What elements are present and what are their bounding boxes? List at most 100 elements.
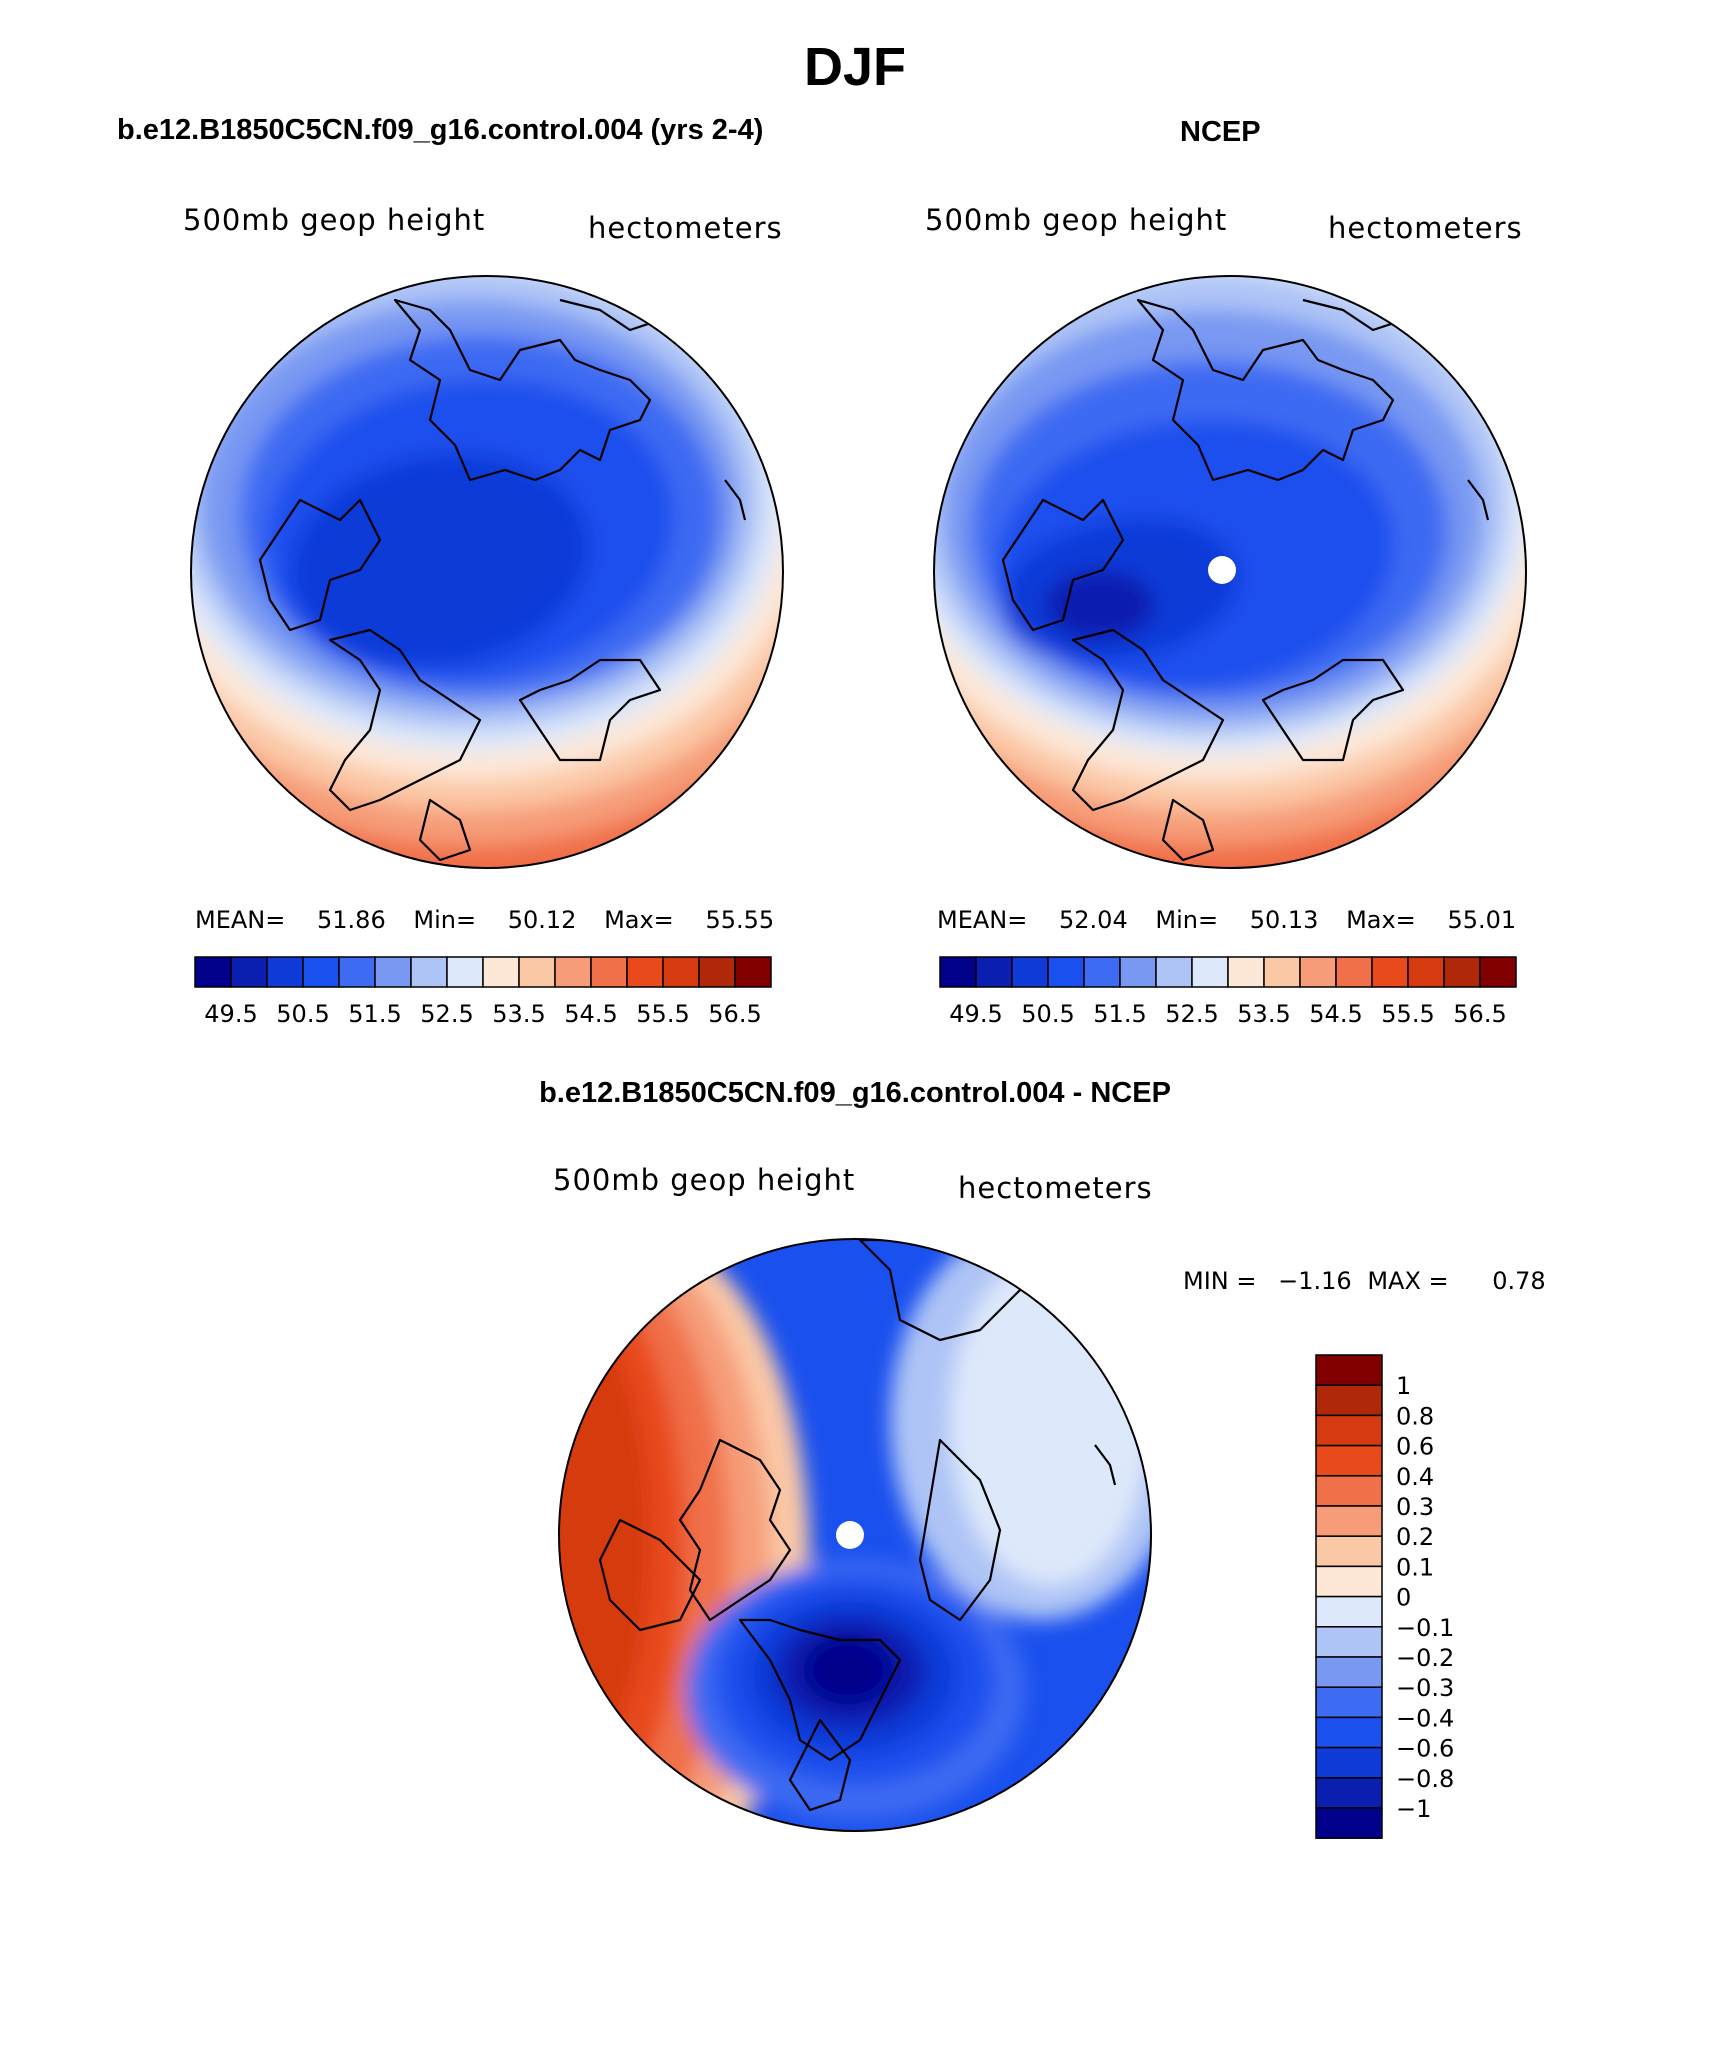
panel-c-colorbar-swatch xyxy=(1315,1505,1383,1537)
panel-b-colorbar-swatch xyxy=(1335,956,1373,988)
panel-c-colorbar-tick: −0.8 xyxy=(1396,1765,1454,1793)
panel-b-colorbar-swatch xyxy=(1371,956,1409,988)
panel-a-band-9 xyxy=(291,453,589,667)
panel-b-colorbar-swatch xyxy=(1479,956,1517,988)
panel-a-colorbar-swatch xyxy=(230,956,268,988)
panel-a-coastlines xyxy=(258,298,747,862)
panel-c-colorbar-swatch xyxy=(1315,1444,1383,1477)
panel-a-colorbar-swatch xyxy=(554,956,592,988)
panel-a-mean-label: MEAN= xyxy=(195,906,286,934)
panel-a-stats: MEAN= 51.86 Min= 50.12 Max= 55.55 xyxy=(195,906,774,934)
panel-a-min: 50.12 xyxy=(507,906,577,934)
panel-b-map-border xyxy=(933,275,1527,869)
panel-a-colorbar-swatch xyxy=(734,956,772,988)
panel-b-title: NCEP xyxy=(1180,116,1261,148)
panel-a-colorbar-tick: 55.5 xyxy=(636,1000,689,1028)
panel-b-max: 55.01 xyxy=(1447,906,1517,934)
panel-b-colorbar-swatch xyxy=(1191,956,1229,988)
panel-a-title: b.e12.B1850C5CN.f09_g16.control.004 (yrs… xyxy=(117,114,764,146)
panel-c-map-border xyxy=(558,1238,1152,1832)
panel-a-colorbar-tick: 51.5 xyxy=(348,1000,401,1028)
panel-a-max-label: Max= xyxy=(604,906,674,934)
panel-b-colorbar-tick: 55.5 xyxy=(1381,1000,1434,1028)
panel-c-colorbar-tick: 0.1 xyxy=(1396,1553,1434,1581)
panel-a-colorbar-swatch xyxy=(266,956,304,988)
panel-c-colorbar-swatch xyxy=(1315,1746,1383,1779)
panel-c-colorbar-swatch xyxy=(1315,1626,1383,1658)
panel-a-colorbar-tick: 54.5 xyxy=(564,1000,617,1028)
panel-a-colorbar-swatch xyxy=(662,956,700,988)
panel-a-colorbar: 49.5 50.5 51.5 52.5 53.5 54.5 55.5 56.5 xyxy=(194,956,772,1028)
panel-a-colorbar-swatch xyxy=(698,956,736,988)
panel-a-min-label: Min= xyxy=(413,906,477,934)
panel-b-left-label: 500mb geop height xyxy=(925,203,1228,237)
panel-c-colorbar-tick: −0.6 xyxy=(1396,1735,1454,1763)
panel-c-colorbar-tick: −0.3 xyxy=(1396,1674,1454,1702)
panel-c-colorbar-tick: −0.2 xyxy=(1396,1644,1454,1672)
panel-a-colorbar-swatch xyxy=(338,956,376,988)
panel-a-map-border xyxy=(190,275,784,869)
panel-c-title: b.e12.B1850C5CN.f09_g16.control.004 - NC… xyxy=(539,1077,1171,1109)
panel-c-colorbar-swatch xyxy=(1315,1475,1383,1507)
panel-a-colorbar-tick: 49.5 xyxy=(204,1000,257,1028)
panel-b-colorbar-swatch xyxy=(1083,956,1121,988)
panel-a-right-label: hectometers xyxy=(588,211,783,245)
panel-a-colorbar-swatch xyxy=(446,956,484,988)
panel-b-mean-label: MEAN= xyxy=(937,906,1028,934)
panel-b-colorbar-swatch xyxy=(1227,956,1265,988)
panel-c-colorbar-tick: −0.4 xyxy=(1396,1704,1454,1732)
panel-a-colorbar-swatch xyxy=(410,956,448,988)
panel-c-pole-dot xyxy=(836,1521,864,1549)
panel-a-colorbar-swatch xyxy=(302,956,340,988)
panel-a-colorbar-swatch xyxy=(518,956,556,988)
panel-c-left-label: 500mb geop height xyxy=(553,1163,856,1197)
panel-c-colorbar-swatch xyxy=(1315,1656,1383,1688)
panel-c-min: −1.16 xyxy=(1278,1267,1352,1295)
panel-c-min-label: MIN = xyxy=(1183,1267,1257,1295)
panel-a-colorbar-swatch xyxy=(194,956,232,988)
panel-b-right-label: hectometers xyxy=(1328,211,1523,245)
panel-c-colorbar-swatch xyxy=(1315,1414,1383,1447)
panel-b-colorbar-tick: 54.5 xyxy=(1309,1000,1362,1028)
panel-a-max: 55.55 xyxy=(705,906,775,934)
panel-a-left-label: 500mb geop height xyxy=(183,203,486,237)
panel-c-colorbar-swatch xyxy=(1315,1565,1383,1598)
panel-b-colorbar-swatch xyxy=(1047,956,1085,988)
panel-b-max-label: Max= xyxy=(1346,906,1416,934)
panel-b-band-10 xyxy=(1045,570,1155,640)
panel-b-colorbar-swatch xyxy=(1263,956,1301,988)
panel-b-stats: MEAN= 52.04 Min= 50.13 Max= 55.01 xyxy=(937,906,1516,934)
panel-c-colorbar: 10.8 0.60.40.30.20.1 0−0.1−0.2−0.3−0.4 −0.6… xyxy=(1315,1354,1454,1839)
panel-a-mean: 51.86 xyxy=(317,906,386,934)
panel-c-colorbar-tick: 0 xyxy=(1396,1584,1411,1612)
panel-c-right-label: hectometers xyxy=(958,1171,1153,1205)
panel-b-colorbar-tick: 56.5 xyxy=(1453,1000,1506,1028)
panel-b-colorbar-swatch xyxy=(1443,956,1481,988)
panel-b-min: 50.13 xyxy=(1249,906,1319,934)
panel-c-band-1 xyxy=(950,1255,1150,1585)
panel-a-map xyxy=(190,275,784,869)
panel-c-max: 0.78 xyxy=(1492,1267,1546,1295)
panel-b-colorbar-swatch xyxy=(939,956,977,988)
panel-a-colorbar-tick: 53.5 xyxy=(492,1000,545,1028)
panel-b-colorbar-tick: 50.5 xyxy=(1021,1000,1074,1028)
panel-c-stats: MIN = −1.16 MAX = 0.78 xyxy=(1183,1267,1546,1295)
panel-c-colorbar-swatch xyxy=(1315,1716,1383,1749)
panel-c-colorbar-tick: −0.1 xyxy=(1396,1614,1454,1642)
panel-c-map xyxy=(558,1238,1152,1832)
panel-c-colorbar-tick: 1 xyxy=(1396,1372,1411,1400)
panel-b-min-label: Min= xyxy=(1155,906,1219,934)
panel-c-max-label: MAX = xyxy=(1367,1267,1449,1295)
panel-c-colorbar-swatch xyxy=(1315,1384,1383,1417)
panel-b-colorbar-swatch xyxy=(975,956,1013,988)
panel-c-colorbar-tick: 0.3 xyxy=(1396,1493,1434,1521)
panel-a-colorbar-swatch xyxy=(626,956,664,988)
panel-a-colorbar-swatch xyxy=(374,956,412,988)
panel-c-colorbar-swatch xyxy=(1315,1354,1383,1386)
panel-b-colorbar: 49.5 50.5 51.5 52.5 53.5 54.5 55.5 56.5 xyxy=(939,956,1517,1028)
panel-b-colorbar-swatch xyxy=(1299,956,1337,988)
panel-c-colorbar-swatch xyxy=(1315,1595,1383,1628)
panel-b-colorbar-swatch xyxy=(1011,956,1049,988)
panel-c-colorbar-swatch xyxy=(1315,1807,1383,1839)
